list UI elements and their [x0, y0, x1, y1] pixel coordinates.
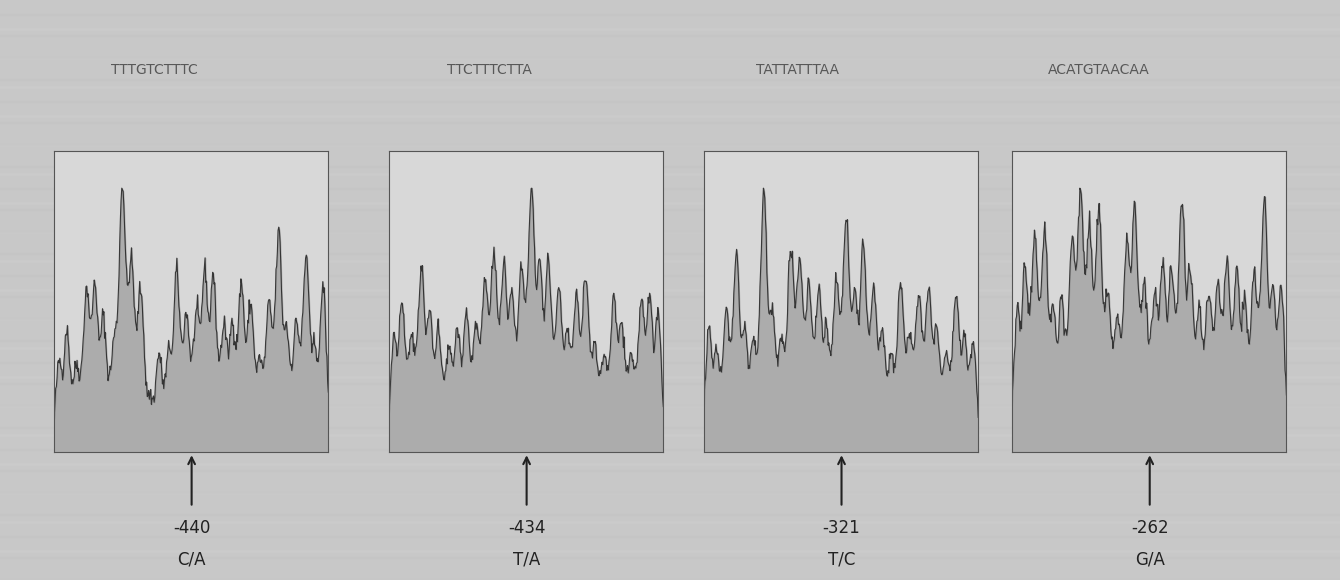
Text: -262: -262 [1131, 519, 1168, 537]
Text: -321: -321 [823, 519, 860, 537]
Text: -434: -434 [508, 519, 545, 537]
Text: G/A: G/A [1135, 550, 1164, 569]
Text: TATTATTTAA: TATTATTTAA [756, 63, 839, 77]
Text: TTTGTCTTTC: TTTGTCTTTC [111, 63, 197, 77]
Text: C/A: C/A [177, 550, 206, 569]
Text: T/C: T/C [828, 550, 855, 569]
Text: -440: -440 [173, 519, 210, 537]
Text: ACATGTAACAA: ACATGTAACAA [1048, 63, 1150, 77]
Text: TTCTTTCTTA: TTCTTTCTTA [446, 63, 532, 77]
Text: T/A: T/A [513, 550, 540, 569]
